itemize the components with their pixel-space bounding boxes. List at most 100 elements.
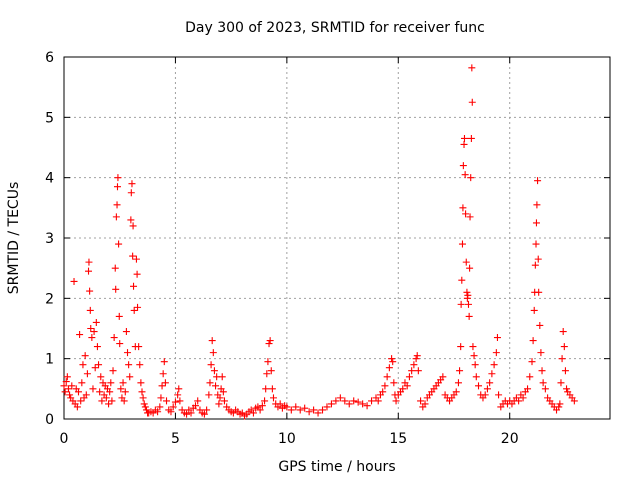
data-point	[163, 397, 171, 405]
data-point	[91, 364, 99, 372]
data-point	[464, 291, 472, 299]
data-point	[206, 379, 214, 387]
data-point	[81, 352, 89, 360]
data-point	[301, 404, 309, 412]
data-point	[327, 400, 335, 408]
data-point	[60, 382, 68, 390]
data-point	[531, 261, 539, 269]
data-point	[209, 349, 217, 357]
data-point	[167, 408, 175, 416]
data-point	[345, 400, 353, 408]
data-point	[570, 397, 578, 405]
data-point	[557, 379, 565, 387]
data-point	[266, 337, 274, 345]
data-point	[134, 303, 142, 311]
data-point	[456, 367, 464, 375]
data-point	[174, 391, 182, 399]
data-point	[129, 222, 137, 230]
data-point	[421, 400, 429, 408]
data-point	[265, 340, 273, 348]
data-point	[171, 398, 179, 406]
data-point	[458, 276, 466, 284]
data-point	[463, 288, 471, 296]
data-point	[374, 397, 382, 405]
data-point	[530, 306, 538, 314]
data-point	[464, 300, 472, 308]
data-point	[139, 394, 147, 402]
data-point	[133, 270, 141, 278]
data-point	[102, 394, 110, 402]
data-point	[471, 361, 479, 369]
data-point	[79, 361, 87, 369]
data-point	[124, 349, 132, 357]
data-point	[68, 382, 76, 390]
data-point	[113, 183, 121, 191]
axis-ticks: 0 5 10 15 20 0 1 2 3 4 5 6	[45, 50, 610, 447]
data-point	[461, 171, 469, 179]
data-point	[191, 402, 199, 410]
data-point	[132, 255, 140, 263]
data-point	[467, 174, 475, 182]
data-point	[215, 400, 223, 408]
data-point	[86, 306, 94, 314]
data-point	[106, 388, 114, 396]
data-point	[538, 367, 546, 375]
y-tick-label: 6	[45, 50, 54, 66]
data-point	[127, 216, 135, 224]
data-point	[454, 379, 462, 387]
data-point	[263, 370, 271, 378]
data-point	[161, 379, 169, 387]
grid	[64, 57, 610, 419]
y-tick-label: 1	[45, 352, 54, 368]
data-point	[336, 394, 344, 402]
data-point	[385, 364, 393, 372]
data-point	[459, 162, 467, 170]
data-point	[462, 210, 470, 218]
data-point	[138, 388, 146, 396]
data-point	[469, 343, 477, 351]
data-point	[113, 201, 121, 209]
data-point	[493, 334, 501, 342]
data-point	[533, 201, 541, 209]
x-tick-label: 0	[60, 431, 69, 447]
data-point	[256, 406, 264, 414]
data-point	[73, 403, 81, 411]
data-point	[121, 388, 129, 396]
data-point	[66, 391, 74, 399]
data-point	[537, 349, 545, 357]
data-point	[296, 406, 304, 414]
data-point	[332, 397, 340, 405]
data-point	[468, 64, 476, 72]
data-point	[249, 409, 257, 417]
data-point	[452, 388, 460, 396]
data-point	[126, 373, 134, 381]
data-point	[141, 403, 149, 411]
data-point	[534, 177, 542, 185]
data-point	[524, 385, 532, 393]
data-point	[115, 240, 123, 248]
y-tick-label: 3	[45, 231, 54, 247]
data-point	[563, 385, 571, 393]
data-point	[210, 367, 218, 375]
data-point	[203, 406, 211, 414]
data-point	[486, 379, 494, 387]
data-point	[92, 318, 100, 326]
data-point	[156, 403, 164, 411]
data-point	[208, 337, 216, 345]
data-point	[459, 204, 467, 212]
data-point	[390, 379, 398, 387]
data-point	[470, 352, 478, 360]
data-point	[264, 358, 272, 366]
data-point	[62, 378, 70, 386]
data-point	[98, 397, 106, 405]
data-point	[129, 252, 137, 260]
data-point	[495, 391, 503, 399]
data-point	[490, 361, 498, 369]
data-point	[536, 321, 544, 329]
data-point	[89, 385, 97, 393]
data-point	[85, 267, 93, 275]
data-point	[112, 213, 120, 221]
data-point	[305, 408, 313, 416]
data-point	[64, 385, 72, 393]
